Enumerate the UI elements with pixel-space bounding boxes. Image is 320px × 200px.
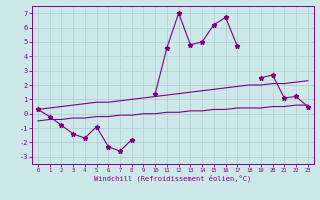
X-axis label: Windchill (Refroidissement éolien,°C): Windchill (Refroidissement éolien,°C) bbox=[94, 175, 252, 182]
